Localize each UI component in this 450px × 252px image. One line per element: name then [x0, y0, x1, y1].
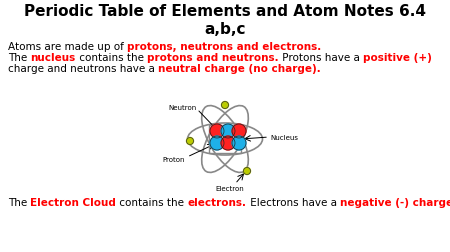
Bar: [209, 125, 241, 153]
Text: The: The: [8, 53, 31, 63]
Text: Electron Cloud: Electron Cloud: [31, 197, 117, 207]
Text: electrons.: electrons.: [188, 197, 247, 207]
Text: Protons have a: Protons have a: [279, 53, 363, 63]
Text: protons and neutrons.: protons and neutrons.: [147, 53, 279, 63]
Circle shape: [210, 124, 224, 138]
Text: charge and neutrons have a: charge and neutrons have a: [8, 64, 158, 74]
Text: Proton: Proton: [162, 156, 185, 162]
Text: contains the: contains the: [76, 53, 147, 63]
Text: Electron: Electron: [216, 185, 244, 191]
Text: positive (+): positive (+): [363, 53, 432, 63]
Text: Electrons have a: Electrons have a: [247, 197, 340, 207]
Circle shape: [186, 138, 194, 145]
Text: neutral charge (no charge).: neutral charge (no charge).: [158, 64, 321, 74]
Text: contains the: contains the: [117, 197, 188, 207]
Circle shape: [232, 137, 246, 150]
Text: Neutron: Neutron: [169, 105, 197, 111]
Text: negative (-) charge.: negative (-) charge.: [340, 197, 450, 207]
Circle shape: [221, 102, 229, 109]
Circle shape: [232, 124, 246, 138]
Circle shape: [221, 137, 235, 150]
Circle shape: [210, 137, 224, 150]
Text: The: The: [8, 197, 31, 207]
Text: nucleus: nucleus: [31, 53, 76, 63]
Circle shape: [243, 168, 251, 175]
Text: a,b,c: a,b,c: [204, 22, 246, 37]
Circle shape: [221, 124, 235, 138]
Text: Periodic Table of Elements and Atom Notes 6.4: Periodic Table of Elements and Atom Note…: [24, 4, 426, 19]
Text: Atoms are made up of: Atoms are made up of: [8, 42, 127, 52]
Text: protons, neutrons and electrons.: protons, neutrons and electrons.: [127, 42, 321, 52]
Text: Nucleus: Nucleus: [270, 135, 298, 140]
